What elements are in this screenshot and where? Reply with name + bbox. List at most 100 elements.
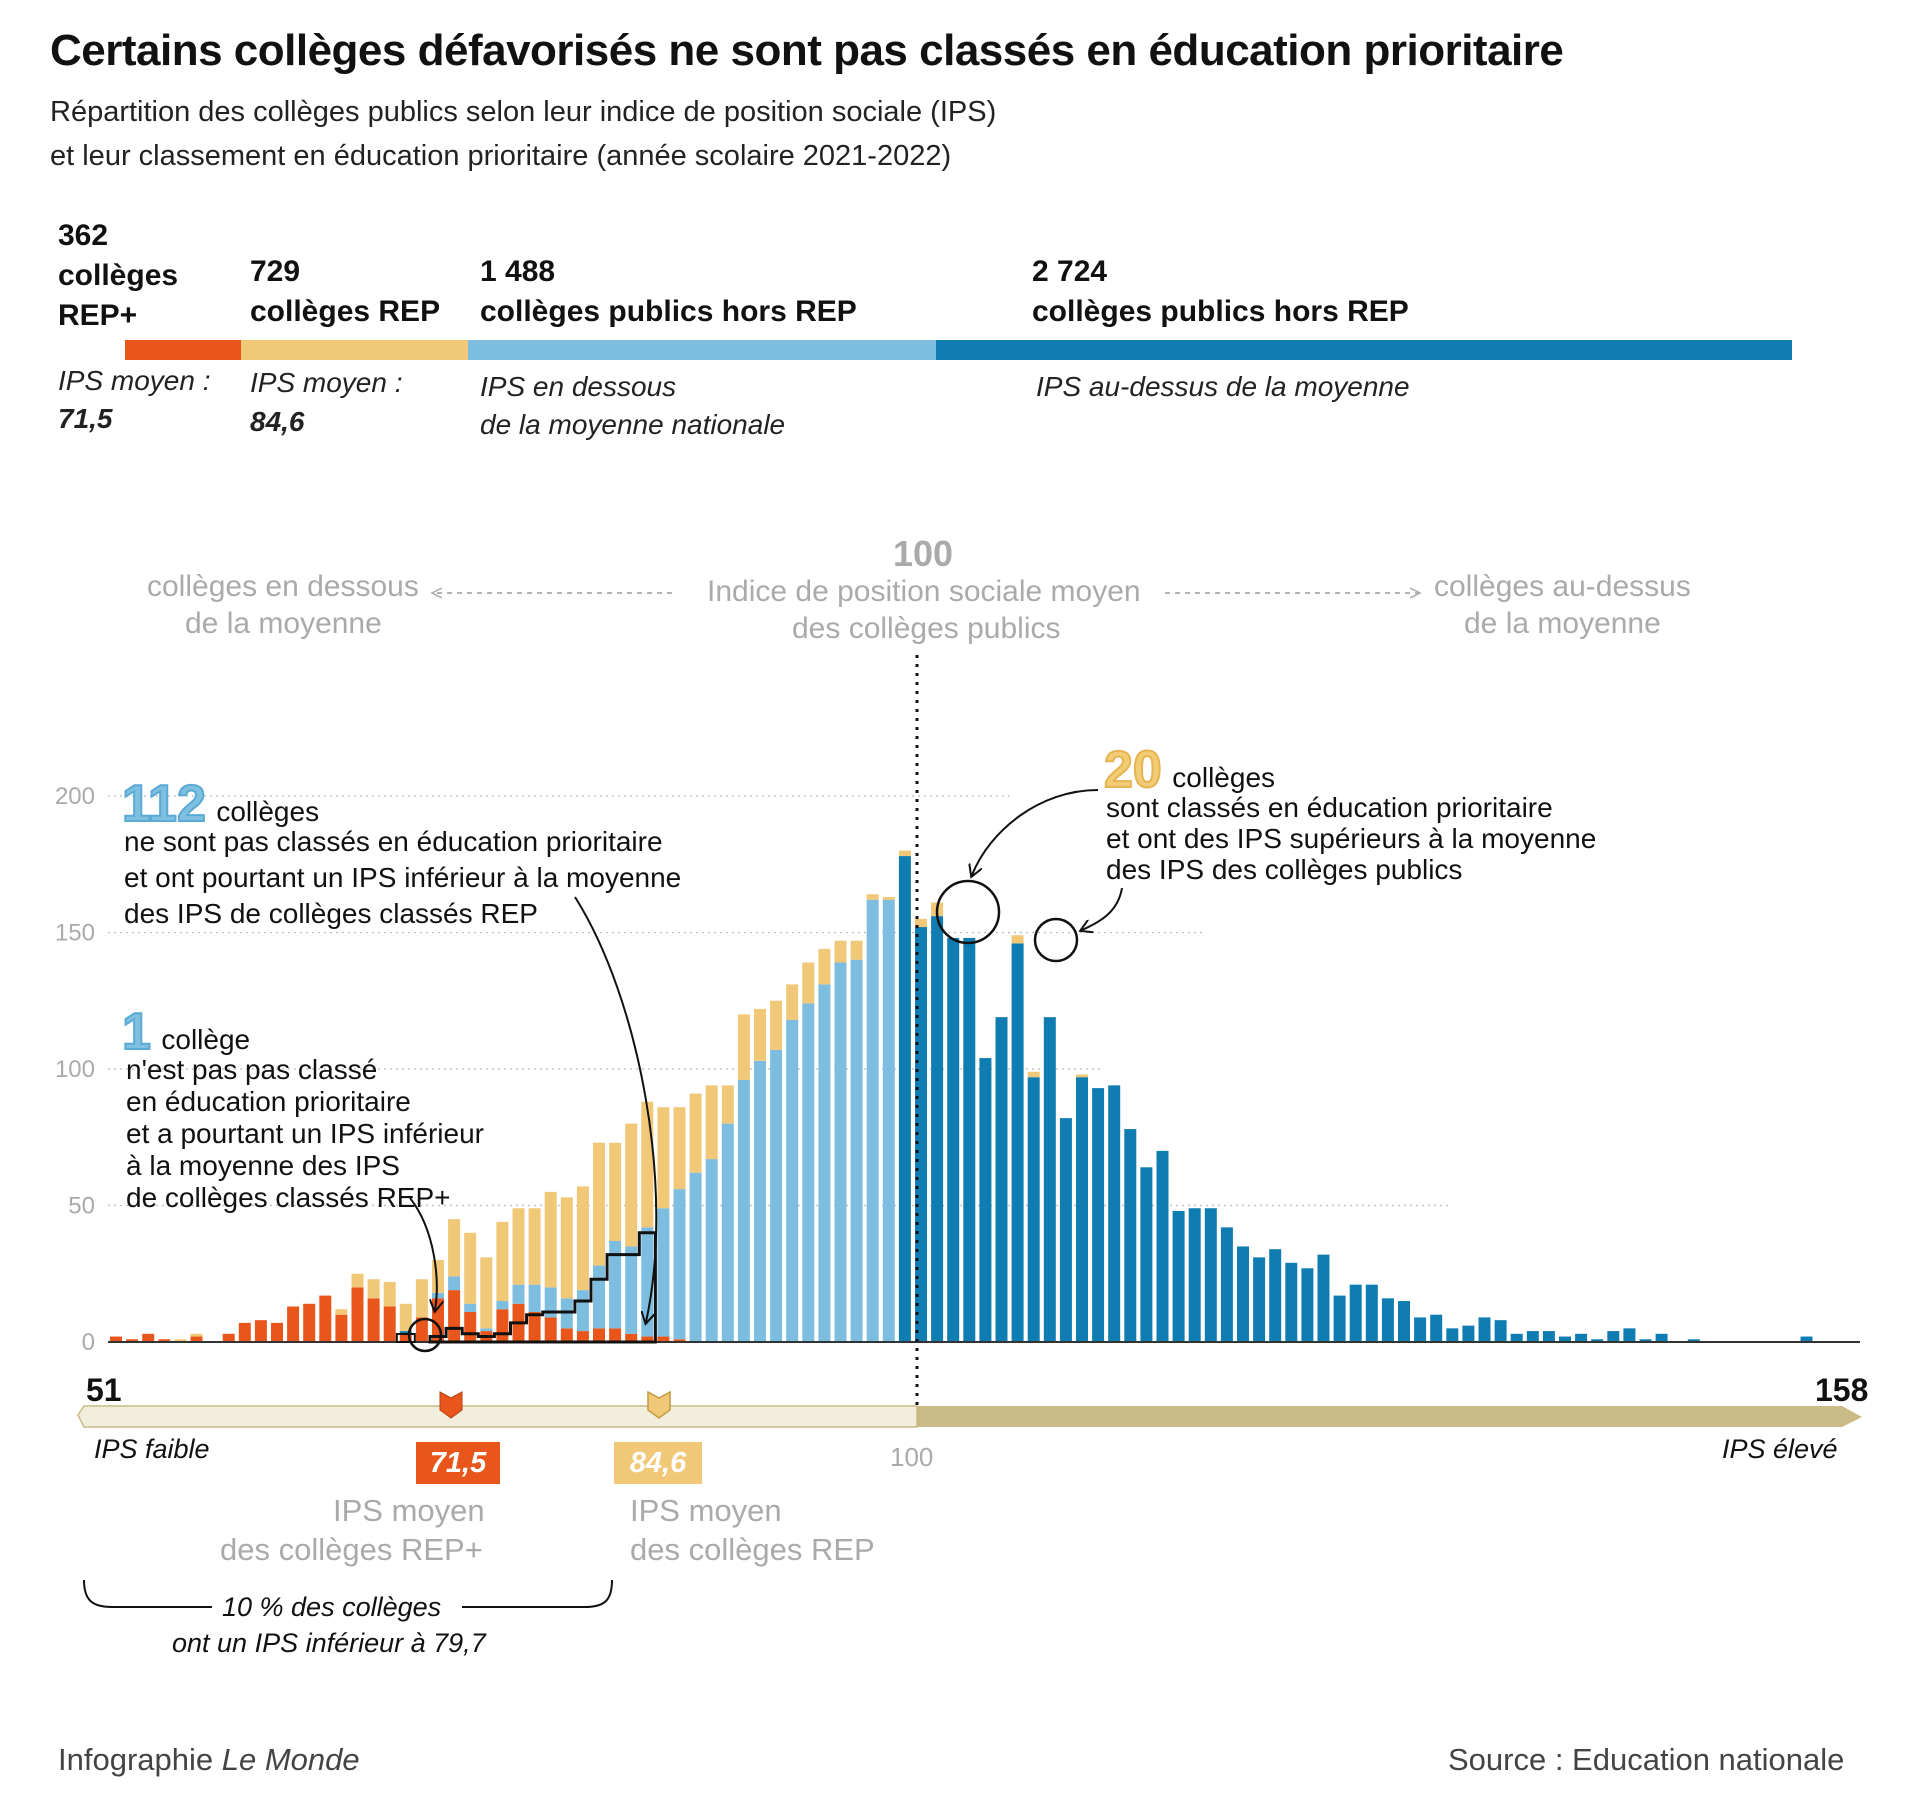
bar-68-above [1204, 1208, 1217, 1342]
bar-33-ipsplus [641, 1336, 654, 1342]
bar-92-above [1591, 1339, 1604, 1342]
bar-46-rep [850, 940, 863, 960]
bar-4-rep [174, 1339, 187, 1342]
annotation-1-line-2: en éducation prioritaire [126, 1086, 411, 1117]
bar-60-above [1076, 1077, 1088, 1342]
annotation-112-line-1: ne sont pas classés en éducation priorit… [124, 826, 663, 857]
bar-69-above [1220, 1227, 1233, 1342]
bar-29-below [576, 1290, 589, 1332]
below-mean-label-1: collèges en dessous [147, 570, 419, 603]
bar-18-above [399, 1331, 412, 1334]
bar-42-rep [786, 984, 799, 1020]
footer-credit-prefix: Infographie [58, 1742, 214, 1777]
bar-31-rep [609, 1142, 622, 1241]
bar-76-above [1333, 1295, 1346, 1342]
bar-39-rep [737, 1014, 750, 1080]
bar-15-ipsplus [351, 1287, 364, 1342]
bar-38-rep [721, 1085, 734, 1124]
annotation-1-number: 1 [121, 1003, 152, 1061]
above-mean-label-2: de la moyenne [1464, 607, 1661, 640]
bar-23-below [480, 1328, 493, 1332]
bar-17-rep [383, 1281, 396, 1307]
bar-45-below [834, 962, 847, 1342]
segment-below-note-1: IPS en dessous [480, 371, 677, 402]
annotation-1-line-4: à la moyenne des IPS [126, 1150, 400, 1181]
bar-44-below [818, 984, 831, 1342]
mean-value: 100 [893, 533, 954, 574]
bar-8-ipsplus [238, 1322, 251, 1342]
bar-24-rep [496, 1221, 509, 1302]
bar-98-above [1687, 1339, 1700, 1342]
arrow-112 [574, 896, 658, 1322]
annotation-112-line-2: et ont pourtant un IPS inférieur à la mo… [124, 862, 682, 893]
bar-38-below [721, 1123, 734, 1342]
bar-1-ipsplus [126, 1339, 139, 1342]
bar-13-ipsplus [319, 1295, 332, 1342]
y-tick-50: 50 [68, 1193, 95, 1220]
subtitle-line-1: Répartition des collèges publics selon l… [50, 96, 997, 128]
bar-37-rep [705, 1085, 718, 1160]
segment-rep-note-1: IPS moyen : [250, 367, 403, 398]
bar-19-ipsplus [415, 1317, 428, 1342]
decile-text-1: 10 % des collèges [222, 1592, 442, 1622]
bar-65-above [1156, 1150, 1169, 1342]
bar-22-rep [464, 1232, 477, 1304]
segment-below-bar [468, 340, 936, 360]
rep-plus-mean-marker [439, 1391, 463, 1419]
segment-below-label: collèges publics hors REP [480, 295, 857, 328]
y-tick-100: 100 [55, 1056, 95, 1083]
bar-27-ipsplus [544, 1317, 557, 1342]
bar-60-rep [1076, 1074, 1088, 1078]
segment-below-note-2: de la moyenne nationale [480, 409, 786, 440]
segment-rep-count: 729 [250, 255, 301, 288]
annotation-112-line-3: des IPS de collèges classés REP [124, 898, 538, 929]
bar-5-ipsplus [190, 1336, 203, 1342]
segment-rep-plus-note-2: 71,5 [58, 403, 113, 434]
bar-19-rep [415, 1279, 428, 1318]
bar-7-ipsplus [222, 1333, 235, 1342]
bar-12-ipsplus [303, 1303, 316, 1342]
bar-39-below [737, 1079, 750, 1342]
bar-49-above [898, 856, 911, 1342]
bar-32-rep [625, 1123, 638, 1247]
bar-59-above [1059, 1118, 1072, 1342]
bar-21-below [448, 1276, 461, 1291]
circle-20-a [935, 879, 1001, 945]
bar-40-rep [754, 1008, 766, 1061]
bar-71-above [1253, 1257, 1266, 1342]
bar-80-above [1398, 1301, 1410, 1342]
bar-22-below [464, 1303, 477, 1312]
below-mean-label-2: de la moyenne [185, 607, 382, 640]
rep-plus-mean-text-2: des collèges REP+ [220, 1532, 483, 1567]
bar-78-above [1365, 1284, 1378, 1342]
rep-mean-text-1: IPS moyen [630, 1493, 782, 1528]
arrow-1 [409, 1197, 437, 1310]
bar-35-rep [673, 1107, 686, 1190]
bar-86-above [1494, 1320, 1507, 1342]
bar-15-rep [351, 1273, 364, 1288]
bar-26-below [528, 1284, 541, 1312]
bar-14-rep [335, 1309, 348, 1315]
subtitle-line-2: et leur classement en éducation priorita… [50, 140, 952, 172]
y-tick-200: 200 [55, 783, 95, 810]
bar-30-rep [593, 1142, 605, 1266]
bar-24-ipsplus [496, 1309, 509, 1342]
bar-50-above [915, 927, 927, 1342]
bar-48-rep [882, 897, 895, 900]
bar-105-above [1800, 1336, 1813, 1342]
axis-band-low [77, 1405, 918, 1428]
bar-31-ipsplus [609, 1328, 622, 1342]
bar-5-rep [190, 1333, 203, 1337]
bar-79-above [1381, 1298, 1394, 1342]
decile-text-2: ont un IPS inférieur à 79,7 [172, 1628, 486, 1658]
bar-81-above [1414, 1317, 1427, 1342]
rep-mean-text-2: des collèges REP [630, 1532, 875, 1567]
bar-34-below [657, 1208, 670, 1337]
bar-77-above [1349, 1284, 1362, 1342]
bar-26-ipsplus [528, 1311, 541, 1342]
bars [110, 850, 1813, 1342]
bar-16-ipsplus [367, 1298, 380, 1342]
bar-18-ipsplus [399, 1333, 412, 1342]
mean-label-line-2: des collèges publics [792, 612, 1061, 645]
bar-25-rep [512, 1208, 525, 1285]
